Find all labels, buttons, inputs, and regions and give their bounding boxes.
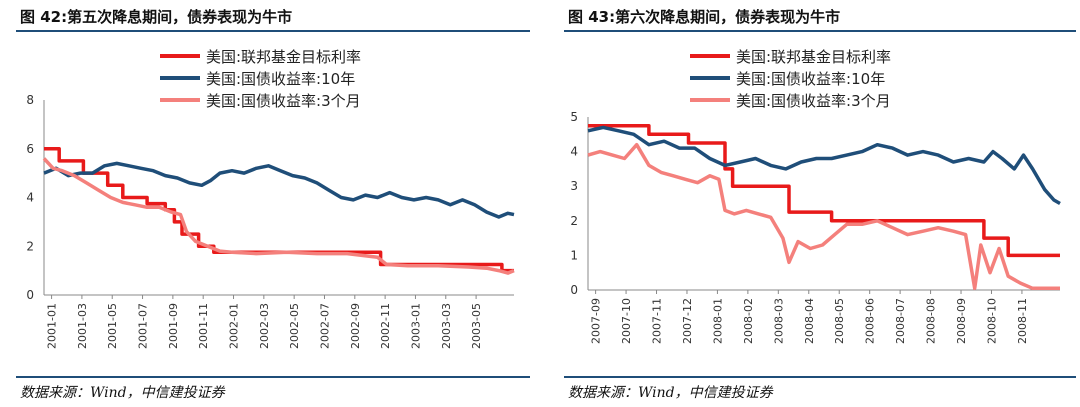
x-tick-label: 2002-01 [228,303,241,349]
x-tick-label: 2001-05 [106,303,119,349]
x-tick-label: 2001-07 [137,303,150,349]
y-tick-label: 2 [26,239,34,253]
y-tick-label: 3 [570,179,578,193]
series-line-2 [587,125,1061,206]
source-note: 数据来源：Wind，中信建投证券 [20,385,225,401]
x-tick-label: 2003-05 [470,303,483,349]
x-tick-label: 2002-11 [379,303,392,349]
series-line-3 [587,142,1060,291]
x-tick-label: 2007-11 [651,298,664,344]
x-tick-label: 2007-10 [620,298,633,344]
y-tick-label: 5 [570,110,578,124]
x-tick-label: 2008-02 [742,298,755,344]
figure-panel-left: 图 42:第五次降息期间，债券表现为牛市 0 2 4 6 8 2001-01 2001-03… [16,8,530,401]
source-note: 数据来源：Wind，中信建投证券 [568,385,773,401]
series-line-2 [43,161,515,219]
series-line-1 [588,123,1060,258]
legend-label: 美国:国债收益率:3个月 [206,92,361,110]
x-tick-label: 2002-05 [288,303,301,349]
x-tick-label: 2008-06 [864,298,877,344]
chart-fed-cut-5: 0 2 4 6 8 2001-01 2001-03 2001-05 2001-07 2001-09… [26,48,515,349]
y-tick-label: 8 [26,93,34,107]
x-tick-label: 2003-03 [440,303,453,349]
x-tick-label: 2008-10 [985,298,998,344]
legend-label: 美国:国债收益率:10年 [736,70,885,88]
figure-title: 图 43:第六次降息期间，债券表现为牛市 [568,8,841,26]
y-tick-label: 6 [26,142,34,156]
chart-fed-cut-6: 0 1 2 3 4 5 2007-09 2007-10 2007-11 2007-12 2008-0… [570,48,1061,344]
y-tick-label: 4 [570,145,578,159]
figure-panel-right: 图 43:第六次降息期间，债券表现为牛市 0 1 2 3 4 5 2007-09 2007-1… [548,0,1080,407]
x-tick-label: 2008-01 [711,298,724,344]
footer-rule [564,376,1076,378]
x-tick-label: 2007-09 [590,298,603,344]
x-tick-label: 2001-09 [167,303,180,349]
series-line-3 [42,157,515,275]
legend-label: 美国:国债收益率:3个月 [736,92,891,110]
y-tick-label: 4 [26,191,34,205]
title-rule [16,30,530,32]
legend-label: 美国:联邦基金目标利率 [736,48,891,66]
x-tick-label: 2003-01 [409,303,422,349]
x-tick-label: 2007-12 [681,298,694,344]
y-tick-label: 0 [570,283,578,297]
figure-title: 图 42:第五次降息期间，债券表现为牛市 [20,8,293,26]
x-tick-label: 2001-11 [197,303,210,349]
y-tick-label: 1 [570,248,578,262]
x-tick-label: 2001-01 [46,303,59,349]
title-rule [564,30,1076,32]
y-tick-label: 0 [26,288,34,302]
footer-rule [16,376,530,378]
x-tick-label: 2008-04 [803,298,816,344]
legend-label: 美国:联邦基金目标利率 [206,48,361,66]
x-tick-label: 2001-03 [76,303,89,349]
x-tick-label: 2008-09 [955,298,968,344]
x-tick-label: 2002-07 [318,303,331,349]
x-tick-label: 2002-03 [258,303,271,349]
x-tick-label: 2008-11 [1016,298,1029,344]
x-tick-label: 2008-07 [894,298,907,344]
x-tick-label: 2008-05 [833,298,846,344]
x-tick-label: 2008-03 [772,298,785,344]
legend-label: 美国:国债收益率:10年 [206,70,355,88]
x-tick-label: 2008-08 [925,298,938,344]
x-tick-label: 2002-09 [349,303,362,349]
y-tick-label: 2 [570,214,578,228]
